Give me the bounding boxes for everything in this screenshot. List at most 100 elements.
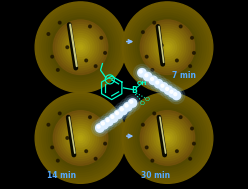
Circle shape <box>65 31 96 63</box>
Circle shape <box>47 33 50 35</box>
Circle shape <box>172 91 181 100</box>
Circle shape <box>62 120 99 156</box>
Circle shape <box>159 82 168 91</box>
Circle shape <box>134 64 150 81</box>
Circle shape <box>105 117 113 126</box>
Circle shape <box>156 127 179 149</box>
Circle shape <box>104 142 106 145</box>
Circle shape <box>154 34 181 61</box>
Circle shape <box>140 20 195 74</box>
Circle shape <box>117 104 129 117</box>
Circle shape <box>42 99 119 177</box>
Circle shape <box>163 133 172 143</box>
Circle shape <box>71 129 90 147</box>
Circle shape <box>129 99 206 177</box>
Circle shape <box>40 6 121 88</box>
Circle shape <box>162 84 175 96</box>
Circle shape <box>106 119 109 122</box>
Circle shape <box>100 36 103 39</box>
Circle shape <box>120 98 136 115</box>
Circle shape <box>115 102 131 119</box>
Circle shape <box>127 6 208 88</box>
Circle shape <box>51 146 54 149</box>
Circle shape <box>155 80 163 88</box>
Circle shape <box>160 82 177 98</box>
Circle shape <box>168 88 177 98</box>
Circle shape <box>42 9 119 86</box>
Circle shape <box>136 15 199 79</box>
Circle shape <box>147 118 188 158</box>
Circle shape <box>164 86 173 95</box>
Circle shape <box>166 88 169 90</box>
Circle shape <box>100 127 103 130</box>
Circle shape <box>158 129 177 147</box>
Circle shape <box>89 116 91 119</box>
Circle shape <box>116 112 119 115</box>
Circle shape <box>137 68 147 77</box>
Circle shape <box>47 104 115 172</box>
Circle shape <box>44 11 117 84</box>
Circle shape <box>59 21 61 24</box>
Circle shape <box>189 65 191 67</box>
Circle shape <box>89 25 91 28</box>
Circle shape <box>66 137 69 139</box>
Circle shape <box>191 36 193 39</box>
Circle shape <box>78 136 83 140</box>
Circle shape <box>105 110 122 126</box>
Circle shape <box>85 150 88 153</box>
Circle shape <box>152 122 183 154</box>
Circle shape <box>62 29 99 65</box>
Circle shape <box>169 89 177 97</box>
Circle shape <box>92 120 108 136</box>
Circle shape <box>66 46 69 49</box>
Circle shape <box>114 110 123 119</box>
Circle shape <box>31 0 130 96</box>
Circle shape <box>44 102 117 174</box>
Circle shape <box>145 115 190 161</box>
Circle shape <box>112 108 124 121</box>
Circle shape <box>94 157 97 160</box>
Circle shape <box>119 106 128 115</box>
Circle shape <box>103 115 115 128</box>
Circle shape <box>139 70 142 73</box>
Circle shape <box>161 131 174 145</box>
Circle shape <box>172 91 181 100</box>
Text: 30 min: 30 min <box>141 171 170 180</box>
Circle shape <box>104 117 113 126</box>
Circle shape <box>60 118 101 158</box>
Circle shape <box>58 115 103 161</box>
Circle shape <box>151 78 154 81</box>
Circle shape <box>100 120 109 129</box>
Text: 14 min: 14 min <box>47 171 76 180</box>
Circle shape <box>139 68 156 85</box>
Circle shape <box>133 104 201 172</box>
Circle shape <box>160 135 163 137</box>
Circle shape <box>145 74 148 77</box>
Circle shape <box>98 119 110 131</box>
Circle shape <box>156 36 179 59</box>
Circle shape <box>154 124 181 152</box>
Circle shape <box>191 127 193 130</box>
Circle shape <box>69 127 92 149</box>
Text: O: O <box>144 97 149 102</box>
Circle shape <box>78 45 83 50</box>
Circle shape <box>123 102 132 111</box>
Circle shape <box>101 122 104 125</box>
Circle shape <box>143 113 192 163</box>
Circle shape <box>149 76 157 84</box>
Circle shape <box>149 29 186 65</box>
Circle shape <box>153 21 155 24</box>
Circle shape <box>154 79 163 88</box>
Circle shape <box>131 102 204 174</box>
Circle shape <box>128 99 137 107</box>
Circle shape <box>155 79 172 95</box>
Circle shape <box>147 74 159 87</box>
Circle shape <box>168 87 185 104</box>
Circle shape <box>143 22 192 72</box>
Circle shape <box>49 15 112 79</box>
Circle shape <box>74 40 87 54</box>
Circle shape <box>76 43 85 52</box>
Circle shape <box>165 136 170 140</box>
Circle shape <box>120 108 123 111</box>
Circle shape <box>161 40 174 54</box>
